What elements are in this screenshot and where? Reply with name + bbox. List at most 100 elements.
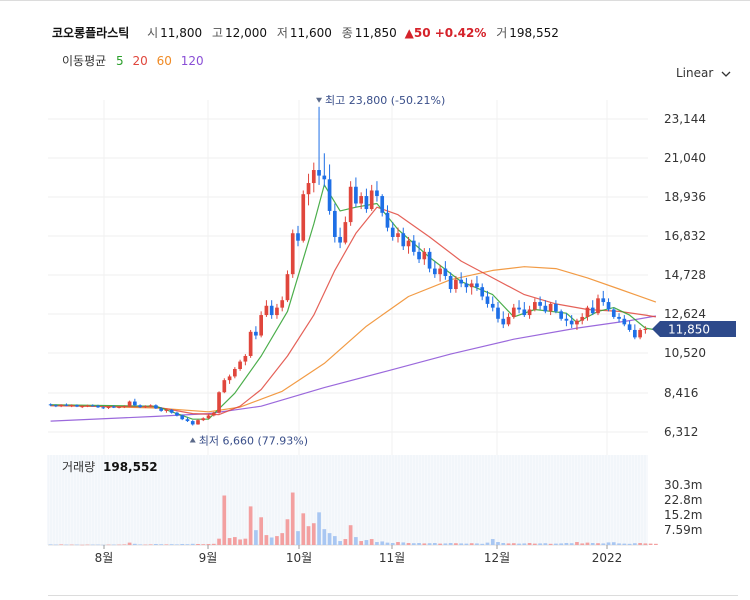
candle (543, 300, 548, 314)
high-label: 고 (211, 26, 224, 40)
candle-body (490, 303, 495, 308)
volume-bar (585, 542, 590, 545)
candle (596, 294, 600, 316)
candle-body (469, 283, 474, 288)
candle (511, 303, 516, 319)
candle-body (527, 309, 532, 316)
volume-bar (469, 543, 474, 545)
high-value: 12,000 (225, 26, 268, 40)
candle (164, 408, 169, 413)
volume-bar (233, 537, 237, 545)
candle-body (275, 307, 279, 316)
candle-body (64, 404, 69, 406)
candle-body (48, 404, 53, 406)
candle-body (338, 236, 342, 243)
volume-bar (280, 533, 285, 545)
candle-body (127, 401, 132, 407)
candle (238, 359, 242, 371)
candle (643, 326, 648, 334)
ma-120-label: 120 (180, 54, 204, 68)
candle-body (496, 307, 500, 319)
candle-body (475, 283, 479, 288)
volume-bar (511, 543, 516, 545)
candle (364, 188, 369, 213)
candle (480, 283, 485, 301)
candle-body (596, 298, 600, 314)
volume-bar (433, 543, 437, 545)
volume-bar (196, 544, 200, 545)
ma-legend[interactable]: 이동평균 5 20 60 120 (62, 52, 209, 69)
price-tick-label: 12,624 (664, 307, 706, 321)
volume-bar (254, 530, 258, 545)
candle (280, 296, 285, 312)
time-tick-label: 11월 (379, 551, 405, 565)
candle (527, 305, 532, 319)
volume-bar (311, 523, 316, 545)
candle-body (406, 240, 411, 247)
candle-body (190, 421, 195, 425)
volume-bar (648, 543, 653, 545)
candle (196, 419, 200, 425)
candle (317, 106, 321, 185)
candle (490, 296, 495, 312)
candle-body (638, 329, 642, 338)
candle-body (401, 233, 406, 247)
time-tick-label: 8월 (95, 551, 114, 565)
volume-bar (480, 543, 485, 545)
volume-bar (375, 542, 379, 545)
volume-bar (227, 538, 232, 545)
candle (59, 404, 63, 408)
volume-bar (506, 543, 511, 545)
candle (159, 407, 163, 412)
candle-body (359, 196, 363, 204)
volume-bar (438, 543, 442, 545)
close-value: 11,850 (354, 26, 397, 40)
candle (638, 328, 642, 340)
candle-body (590, 307, 595, 314)
candle (233, 367, 237, 379)
volume-bar (333, 536, 337, 545)
volume-bar (580, 543, 585, 545)
candle-body (75, 405, 79, 407)
time-tick-label: 9월 (199, 551, 218, 565)
time-tick-label: 10월 (286, 551, 312, 565)
volume-bar (622, 543, 627, 545)
candle (275, 303, 279, 319)
candle (222, 378, 227, 394)
volume-bar (301, 513, 306, 545)
open-label: 시 (147, 26, 159, 40)
volume-bar (464, 543, 469, 545)
volume-bar (643, 543, 648, 545)
volume-bar (85, 544, 90, 546)
candle (464, 277, 469, 293)
volume-bar (117, 544, 121, 546)
candle (148, 404, 153, 408)
candle-body (143, 406, 148, 408)
candle-body (427, 251, 432, 269)
volume-bar (101, 544, 106, 546)
candle (390, 222, 395, 241)
volume-bar (406, 543, 411, 545)
candle-body (485, 296, 490, 304)
volume-bar (554, 543, 558, 545)
candle (359, 192, 363, 210)
candle (380, 194, 385, 217)
candle-body (90, 405, 95, 407)
volume-bar (175, 544, 179, 545)
candle (627, 320, 632, 332)
time-tick-label: 2022 (592, 551, 623, 565)
candle (438, 264, 442, 282)
scale-toggle-button[interactable]: Linear (676, 66, 731, 80)
candle-body (438, 268, 442, 275)
volume-bar (490, 539, 495, 545)
volume-bar (564, 543, 569, 545)
candle (396, 227, 400, 243)
candle-body (175, 412, 179, 416)
volume-bar (533, 543, 537, 545)
candle-body (517, 307, 521, 310)
change-value: ▲50 +0.42% (404, 26, 487, 40)
candle (548, 302, 553, 316)
high-marker-icon (316, 97, 323, 103)
